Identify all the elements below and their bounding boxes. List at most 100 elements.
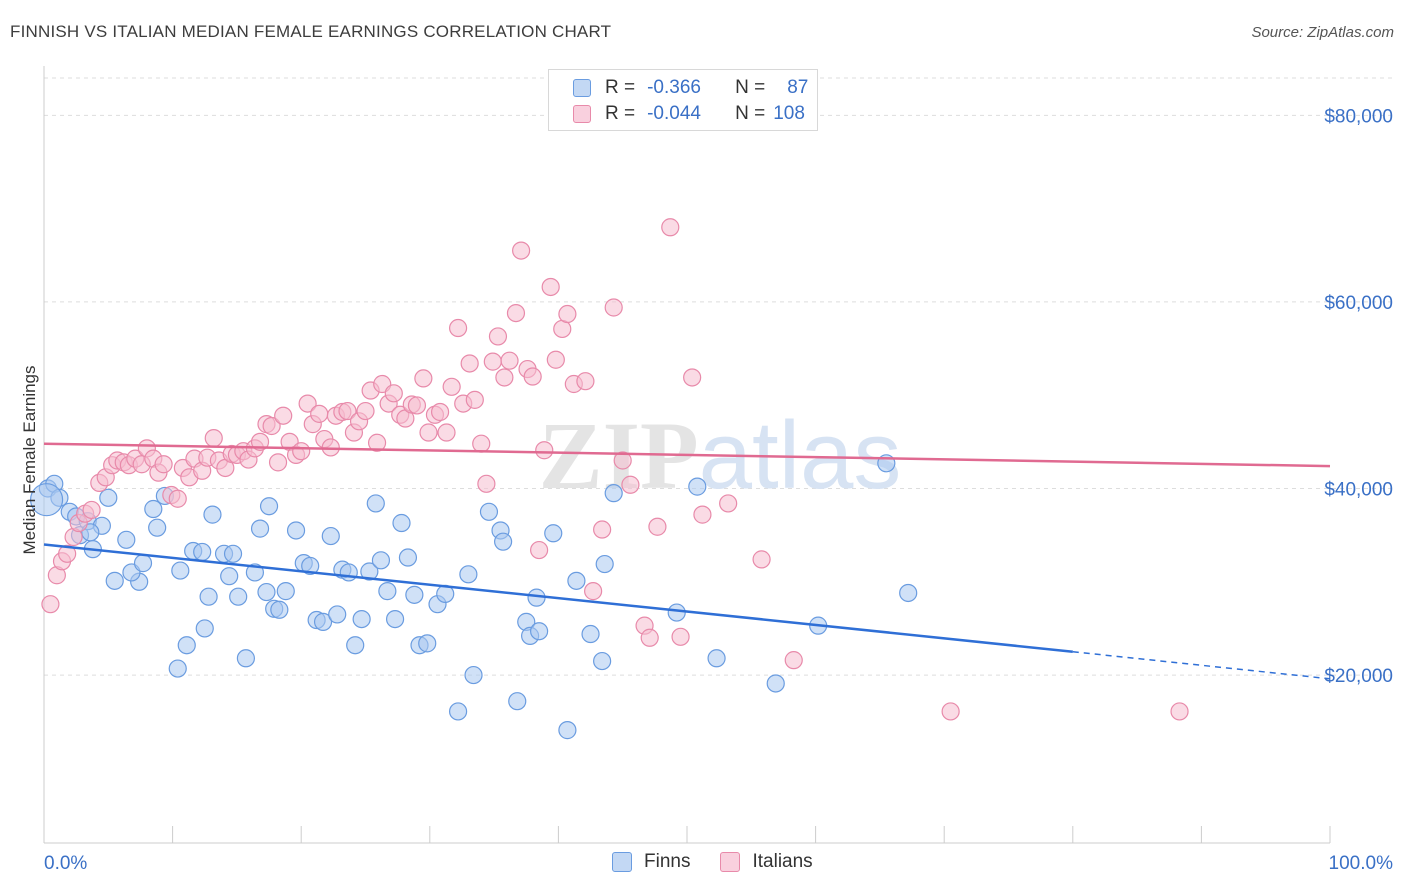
legend-swatch-finns [573, 79, 591, 97]
point-italians [154, 455, 173, 474]
point-finns [899, 583, 918, 603]
point-italians [604, 298, 623, 317]
legend-swatch-finns [612, 852, 632, 872]
point-italians [613, 451, 632, 470]
point-finns [593, 651, 612, 671]
point-italians [640, 628, 659, 647]
point-italians [621, 475, 640, 494]
point-finns [392, 513, 411, 533]
point-italians [719, 494, 738, 513]
point-italians [1170, 702, 1189, 721]
point-italians [648, 517, 667, 536]
legend-r-value-finns: -0.366 [647, 77, 701, 98]
point-italians [546, 350, 565, 369]
point-finns [567, 571, 586, 590]
point-italians [262, 416, 281, 436]
point-italians [268, 453, 288, 472]
point-finns [366, 494, 385, 513]
point-italians [407, 396, 427, 415]
point-italians [448, 318, 468, 338]
series-legend: Finns Italians [612, 851, 843, 873]
point-italians [338, 401, 357, 421]
point-finns [530, 622, 549, 641]
point-italians [500, 351, 519, 370]
point-finns [707, 649, 726, 668]
y-tick-label: $60,000 [1324, 293, 1393, 314]
point-italians [661, 218, 680, 237]
point-italians [58, 544, 77, 563]
legend-n-value-finns: 87 [787, 77, 809, 98]
point-finns [270, 600, 289, 619]
point-finns [398, 548, 418, 567]
legend-r-label: R = [605, 77, 636, 98]
legend-n-value-italians: 108 [773, 103, 805, 124]
point-finns [276, 582, 295, 601]
point-italians [250, 432, 270, 451]
point-italians [693, 505, 712, 524]
axis-labels: $20,000 $40,000 $60,000 $80,000 0.0% 100.0% Me… [20, 106, 1393, 874]
point-finns [385, 609, 405, 629]
legend-row-finns: R = -0.366 N = 87 [573, 76, 808, 100]
point-finns [286, 521, 306, 540]
legend-item-finns[interactable]: Finns [612, 851, 690, 873]
point-finns [171, 561, 190, 580]
point-finns [360, 562, 379, 581]
point-italians [671, 627, 690, 646]
point-italians [495, 368, 514, 387]
y-tick-label: $40,000 [1324, 479, 1393, 500]
point-finns [236, 649, 256, 668]
point-italians [414, 369, 433, 388]
trend-line-finns [43, 543, 1073, 653]
y-tick-label: $80,000 [1324, 106, 1393, 127]
point-finns [195, 619, 214, 638]
point-finns [464, 665, 483, 685]
x-tick-label: 0.0% [44, 853, 87, 874]
point-finns [199, 587, 218, 606]
point-italians [558, 304, 577, 324]
point-finns [371, 551, 391, 570]
point-italians [488, 327, 508, 346]
data-points [29, 218, 1189, 740]
point-finns [313, 612, 333, 631]
point-italians [437, 423, 456, 442]
legend-n-label: N = [735, 77, 766, 98]
point-italians [356, 401, 375, 421]
point-italians [593, 520, 612, 539]
legend-r-label: R = [605, 103, 636, 124]
point-italians [784, 651, 803, 670]
point-italians [442, 377, 461, 396]
trend-line-italians [43, 442, 1331, 468]
legend-row-italians: R = -0.044 N = 108 [573, 102, 805, 126]
point-italians [523, 367, 542, 386]
point-italians [168, 489, 187, 508]
point-finns [459, 565, 478, 584]
point-italians [204, 429, 223, 448]
point-italians [472, 434, 491, 453]
point-finns [321, 526, 340, 546]
point-finns [148, 518, 167, 537]
point-italians [465, 390, 484, 409]
point-finns [339, 563, 358, 582]
x-tick-label: 100.0% [1329, 853, 1394, 874]
point-finns [405, 585, 424, 604]
point-italians [752, 550, 771, 569]
point-italians [576, 372, 595, 391]
point-italians [298, 394, 317, 413]
point-italians [941, 702, 960, 721]
point-italians [460, 354, 479, 373]
point-finns [352, 609, 371, 629]
grid-lines [44, 77, 1392, 676]
point-finns [581, 624, 600, 644]
point-italians [384, 384, 403, 403]
point-finns [168, 659, 187, 678]
point-italians [477, 474, 496, 493]
y-tick-label: $20,000 [1324, 666, 1393, 687]
y-axis-label: Median Female Earnings [20, 366, 39, 555]
point-finns [766, 674, 785, 693]
point-finns [418, 634, 437, 653]
point-finns [117, 530, 136, 549]
stats-legend: R = -0.366 N = 87 R = -0.044 N = 108 [548, 69, 818, 131]
source-label: Source: ZipAtlas.com [1251, 24, 1394, 41]
point-finns [29, 483, 64, 517]
legend-item-italians[interactable]: Italians [720, 851, 813, 873]
